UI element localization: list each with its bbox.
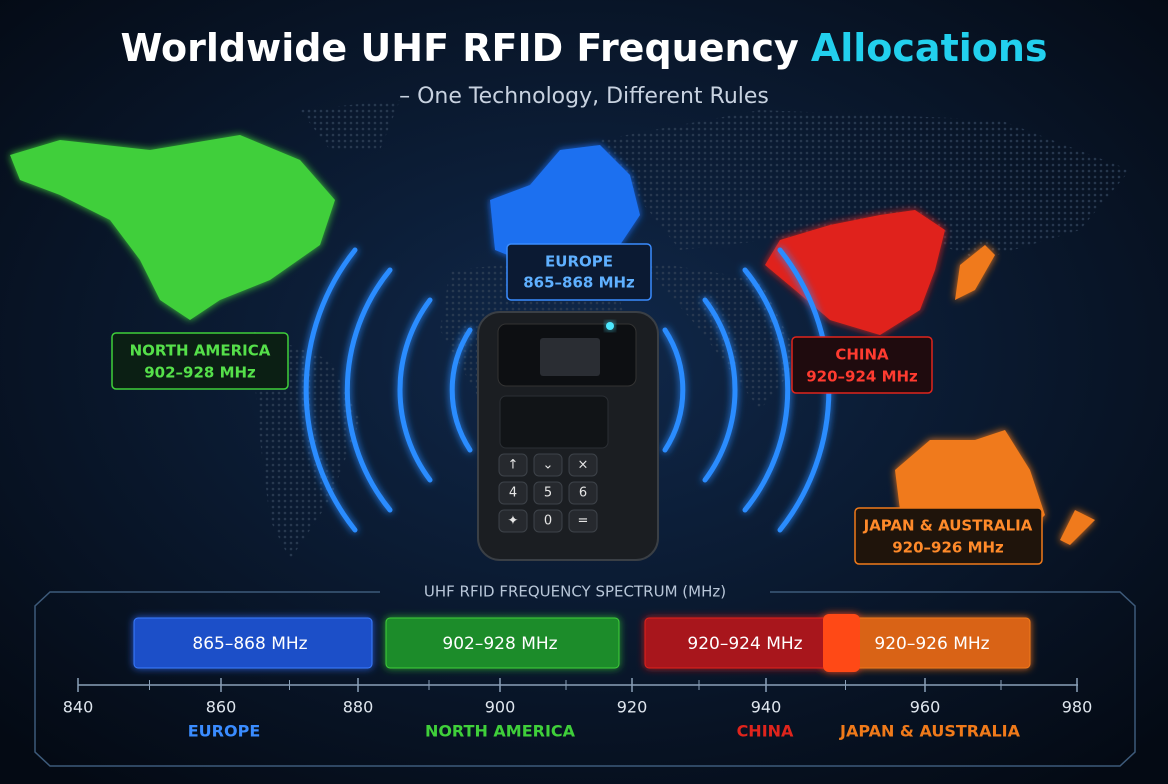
axis-label: 860 [206, 698, 237, 717]
axis-label: 920 [617, 698, 648, 717]
new-zealand [1060, 510, 1095, 545]
key-label: 5 [544, 486, 552, 501]
spectrum-frame [34, 591, 1136, 767]
axis-label: 840 [63, 698, 94, 717]
axis-label: 900 [485, 698, 516, 717]
key [533, 481, 563, 505]
band-bar [385, 617, 620, 669]
key-label: × [578, 458, 589, 473]
region-box: JAPAN & AUSTRALIA 920–926 MHz [854, 507, 1043, 565]
spectrum-title: UHF RFID FREQUENCY SPECTRUM (MHz) [424, 583, 726, 601]
region-band: 920–926 MHz [892, 539, 1004, 557]
region-name: CHINA [835, 346, 889, 364]
region-box: CHINA 920–924 MHz [791, 336, 933, 394]
bar-label: 865–868 MHz [192, 634, 307, 654]
title: Worldwide UHF RFID Frequency Allocations [120, 26, 1047, 70]
key [533, 453, 563, 477]
region-label: EUROPE [188, 722, 261, 741]
axis-label: 980 [1062, 698, 1093, 717]
key-label: 4 [509, 486, 517, 501]
bar-label: 920–926 MHz [874, 634, 989, 654]
key-label: ✦ [508, 514, 519, 529]
key [498, 481, 528, 505]
axis-label: 940 [751, 698, 782, 717]
title-main: Worldwide UHF RFID Frequency [120, 26, 799, 70]
region-name: NORTH AMERICA [130, 342, 271, 360]
region-band: 920–924 MHz [806, 368, 918, 386]
region-label: JAPAN & AUSTRALIA [839, 722, 1021, 741]
key [568, 509, 598, 533]
key [568, 453, 598, 477]
region-band: 865–868 MHz [523, 274, 635, 292]
key [533, 509, 563, 533]
region-name: EUROPE [545, 253, 613, 271]
bar-label: 902–928 MHz [442, 634, 557, 654]
key-label: ↑ [508, 458, 519, 473]
north-america [10, 135, 335, 320]
title-accent: Allocations [811, 26, 1048, 70]
region-label: CHINA [737, 722, 794, 741]
region-box: EUROPE 865–868 MHz [506, 243, 652, 301]
radio-waves [303, 247, 832, 533]
region-band: 902–928 MHz [144, 364, 256, 382]
europe [490, 145, 640, 260]
key [568, 481, 598, 505]
rfid-reader: ↑ ⌄ × 4 5 6 ✦ 0 = [477, 311, 659, 561]
key-label: = [578, 514, 589, 529]
axis-label: 880 [343, 698, 374, 717]
band-bar [133, 617, 373, 669]
japan [955, 245, 995, 300]
key-label: ⌄ [543, 458, 554, 473]
region-label: NORTH AMERICA [425, 722, 576, 741]
axis-label: 960 [910, 698, 941, 717]
spectrum-bars [133, 614, 1031, 672]
region-name: JAPAN & AUSTRALIA [863, 517, 1033, 535]
subtitle: – One Technology, Different Rules [399, 84, 769, 109]
key-label: 0 [544, 514, 552, 529]
bar-label: 920–924 MHz [687, 634, 802, 654]
region-box: NORTH AMERICA 902–928 MHz [111, 332, 289, 390]
key [498, 453, 528, 477]
key [498, 509, 528, 533]
key-label: 6 [579, 486, 587, 501]
china [765, 210, 945, 335]
band-overlap [823, 614, 860, 672]
